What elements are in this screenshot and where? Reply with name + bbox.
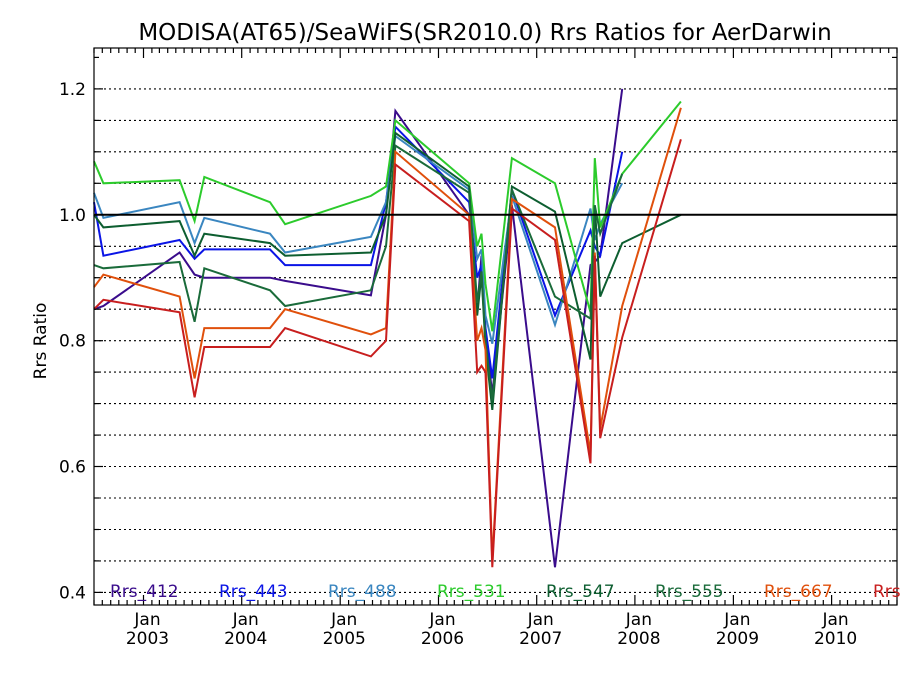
y-tick-label: 0.8 (59, 332, 86, 352)
x-tick-label-month: Jan (133, 610, 160, 630)
y-axis: 0.4 0.6 0.8 1.0 1.2 (59, 56, 897, 603)
x-tick-label-year: 2010 (814, 629, 857, 649)
y-tick-label: 0.4 (59, 583, 86, 603)
x-tick-label-year: 2008 (617, 629, 660, 649)
x-tick-label-month: Jan (821, 610, 848, 630)
x-tick-label-month: Jan (330, 610, 357, 630)
legend-entry-rrs-412: Rrs_412 (110, 582, 179, 602)
chart-title: MODISA(AT65)/SeaWiFS(SR2010.0) Rrs Ratio… (138, 20, 831, 46)
y-tick-label: 0.6 (59, 458, 86, 478)
legend-entry-rrs-667: Rrs_667 (764, 582, 833, 602)
series-line-rrs-555 (93, 143, 624, 401)
y-axis-label: Rrs Ratio (31, 303, 51, 380)
series-lines (93, 88, 682, 568)
legend-entry-rrs-547: Rrs_547 (546, 582, 615, 602)
legend: Rrs_412 Rrs_443 Rrs_488 Rrs_531 Rrs_547 Rrs_5… (110, 582, 900, 602)
legend-entry-rrs-531: Rrs_531 (437, 582, 506, 602)
series-line-rrs-488 (93, 134, 624, 345)
x-tick-label-month: Jan (428, 610, 455, 630)
y-tick-label: 1.0 (59, 206, 86, 226)
y-tick-label: 1.2 (59, 80, 86, 100)
x-tick-label-year: 2007 (519, 629, 562, 649)
legend-entry-rrs-555: Rrs_555 (655, 582, 724, 602)
x-axis: Jan2003Jan2004Jan2005Jan2006Jan2007Jan20… (93, 48, 898, 649)
x-tick-label-month: Jan (232, 610, 259, 630)
series-line-rrs-412 (93, 88, 624, 568)
x-tick-label-month: Jan (723, 610, 750, 630)
x-tick-label-year: 2005 (323, 629, 366, 649)
legend-entry-rrs-443: Rrs_443 (219, 582, 288, 602)
x-tick-label-month: Jan (527, 610, 554, 630)
series-line-rrs-67x (93, 139, 682, 568)
x-tick-label-year: 2004 (224, 629, 267, 649)
x-tick-label-month: Jan (625, 610, 652, 630)
x-tick-label-year: 2006 (421, 629, 464, 649)
x-tick-label-year: 2009 (716, 629, 759, 649)
legend-entry-rrs: Rrs (873, 582, 900, 602)
x-tick-label-year: 2003 (126, 629, 169, 649)
legend-entry-rrs-488: Rrs_488 (328, 582, 397, 602)
